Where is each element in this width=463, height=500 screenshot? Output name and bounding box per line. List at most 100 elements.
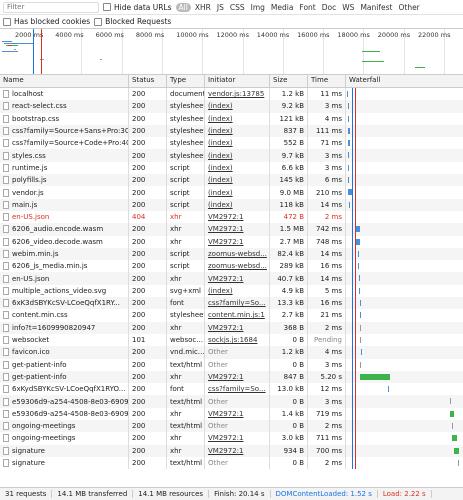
table-row[interactable]: 6206_js_media.min.js 200 script zoomus-webs…: [0, 260, 463, 273]
table-row[interactable]: bootstrap.css 200 stylesheet (index) 121 kB 4…: [0, 112, 463, 125]
table-row[interactable]: get-patient-info 200 xhr VM2972:1 847 B 5.20 …: [0, 370, 463, 384]
request-initiator[interactable]: VM2972:1: [205, 407, 270, 421]
type-filter-other[interactable]: Other: [398, 2, 420, 12]
request-initiator[interactable]: VM2972:1: [205, 432, 270, 445]
request-name[interactable]: localhost: [0, 88, 129, 101]
request-name[interactable]: info?t=1609990820947: [0, 321, 129, 334]
table-row[interactable]: webim.min.js 200 script zoomus-websd... 82.4…: [0, 247, 463, 261]
request-initiator[interactable]: vendor.js:13785: [205, 88, 270, 101]
request-name[interactable]: vendor.js: [0, 186, 129, 199]
col-type-header[interactable]: Type: [167, 75, 205, 87]
hide-data-urls-checkbox[interactable]: Hide data URLs: [103, 3, 172, 12]
request-initiator[interactable]: VM2972:1: [205, 444, 270, 457]
request-initiator[interactable]: VM2972:1: [205, 370, 270, 384]
request-initiator[interactable]: VM2972:1: [205, 210, 270, 224]
request-initiator[interactable]: zoomus-websd...: [205, 247, 270, 261]
request-initiator[interactable]: (index): [205, 174, 270, 187]
type-filter-all[interactable]: All: [175, 2, 191, 12]
request-initiator[interactable]: VM2972:1: [205, 321, 270, 334]
table-row[interactable]: polyfills.js 200 script (index) 145 kB 6 ms: [0, 174, 463, 187]
request-initiator[interactable]: VM2972:1: [205, 223, 270, 236]
request-name[interactable]: content.min.css: [0, 309, 129, 322]
col-waterfall-header[interactable]: Waterfall: [349, 76, 381, 84]
request-name[interactable]: get-patient-info: [0, 358, 129, 371]
table-row[interactable]: 6xK3dSBYKcSV-LCoeQqfX1RY... 200 font css?fa…: [0, 297, 463, 310]
blocked-requests-checkbox[interactable]: Blocked Requests: [94, 17, 171, 26]
request-name[interactable]: favicon.ico: [0, 346, 129, 359]
request-name[interactable]: bootstrap.css: [0, 112, 129, 125]
request-initiator[interactable]: (index): [205, 100, 270, 113]
request-initiator[interactable]: (index): [205, 186, 270, 199]
request-name[interactable]: websocket: [0, 333, 129, 347]
type-filter-font[interactable]: Font: [299, 2, 316, 12]
type-filter-js[interactable]: JS: [216, 2, 224, 12]
request-name[interactable]: e59306d9-a254-4508-8e03-6909...: [0, 407, 129, 421]
table-row[interactable]: styles.css 200 stylesheet (index) 9.7 kB 3 ms: [0, 149, 463, 162]
filter-input[interactable]: [3, 1, 99, 13]
table-row[interactable]: e59306d9-a254-4508-8e03-6909... 200 text/h…: [0, 395, 463, 408]
type-filter-media[interactable]: Media: [270, 2, 294, 12]
table-row[interactable]: websocket 101 websoc... sockjs.js:1684 0 B Pe…: [0, 333, 463, 347]
table-row[interactable]: ongoing-meetings 200 xhr VM2972:1 3.0 kB 711 …: [0, 432, 463, 445]
request-name[interactable]: 6206_video.decode.wasm: [0, 235, 129, 248]
table-row[interactable]: 6xKydSBYKcSV-LCoeQqfX1RYO... 200 font css?f…: [0, 383, 463, 396]
request-initiator[interactable]: (index): [205, 124, 270, 138]
type-filter-doc[interactable]: Doc: [321, 2, 337, 12]
has-blocked-cookies-checkbox[interactable]: Has blocked cookies: [3, 17, 90, 26]
request-name[interactable]: css?family=Source+Sans+Pro:30...: [0, 124, 129, 138]
request-name[interactable]: 6xKydSBYKcSV-LCoeQqfX1RYO...: [0, 383, 129, 396]
request-name[interactable]: 6206_audio.encode.wasm: [0, 223, 129, 236]
table-row[interactable]: signature 200 xhr VM2972:1 934 B 700 ms: [0, 444, 463, 457]
table-row[interactable]: favicon.ico 200 vnd.mic... Other 1.2 kB 4 ms: [0, 346, 463, 359]
type-filter-ws[interactable]: WS: [342, 2, 355, 12]
request-initiator[interactable]: sockjs.js:1684: [205, 333, 270, 347]
type-filter-img[interactable]: Img: [250, 2, 265, 12]
request-initiator[interactable]: (index): [205, 137, 270, 150]
table-row[interactable]: vendor.js 200 script (index) 9.0 MB 210 ms: [0, 186, 463, 199]
request-name[interactable]: styles.css: [0, 149, 129, 162]
request-name[interactable]: multiple_actions_video.svg: [0, 284, 129, 298]
table-row[interactable]: content.min.css 200 stylesheet content.min.…: [0, 309, 463, 322]
type-filter-xhr[interactable]: XHR: [194, 2, 211, 12]
type-filter-manifest[interactable]: Manifest: [360, 2, 393, 12]
request-initiator[interactable]: (index): [205, 198, 270, 211]
request-name[interactable]: main.js: [0, 198, 129, 211]
request-name[interactable]: en-US.json: [0, 210, 129, 224]
request-name[interactable]: polyfills.js: [0, 174, 129, 187]
request-name[interactable]: ongoing-meetings: [0, 432, 129, 445]
request-initiator[interactable]: (index): [205, 161, 270, 175]
request-initiator[interactable]: (index): [205, 284, 270, 298]
col-size-header[interactable]: Size: [270, 75, 308, 87]
request-initiator[interactable]: (index): [205, 112, 270, 125]
col-status-header[interactable]: Status: [129, 75, 167, 87]
table-row[interactable]: e59306d9-a254-4508-8e03-6909... 200 xhr VM2…: [0, 407, 463, 421]
request-name[interactable]: css?family=Source+Code+Pro:400: [0, 137, 129, 150]
request-name[interactable]: ongoing-meetings: [0, 420, 129, 433]
request-name[interactable]: signature: [0, 456, 129, 470]
request-name[interactable]: react-select.css: [0, 100, 129, 113]
table-row[interactable]: multiple_actions_video.svg 200 svg+xml (ind…: [0, 284, 463, 298]
col-time-header[interactable]: Time: [308, 75, 346, 87]
request-name[interactable]: runtime.js: [0, 161, 129, 175]
table-row[interactable]: css?family=Source+Code+Pro:400 200 stylesh…: [0, 137, 463, 150]
table-row[interactable]: react-select.css 200 stylesheet (index) 9.2 …: [0, 100, 463, 113]
request-initiator[interactable]: zoomus-websd...: [205, 260, 270, 273]
table-row[interactable]: runtime.js 200 script (index) 6.6 kB 3 ms: [0, 161, 463, 175]
request-name[interactable]: 6xK3dSBYKcSV-LCoeQqfX1RY...: [0, 297, 129, 310]
request-initiator[interactable]: (index): [205, 149, 270, 162]
col-initiator-header[interactable]: Initiator: [205, 75, 270, 87]
request-name[interactable]: get-patient-info: [0, 370, 129, 384]
request-initiator[interactable]: VM2972:1: [205, 272, 270, 285]
table-row[interactable]: en-US.json 200 xhr VM2972:1 40.7 kB 14 ms: [0, 272, 463, 285]
col-name-header[interactable]: Name: [0, 75, 129, 87]
timeline-overview[interactable]: 2000 ms 4000 ms 6000 ms 8000 ms 10000 ms 1200…: [0, 29, 463, 75]
table-row[interactable]: localhost 200 document vendor.js:13785 1.2 k…: [0, 88, 463, 101]
table-row[interactable]: css?family=Source+Sans+Pro:30... 200 style…: [0, 124, 463, 138]
request-name[interactable]: webim.min.js: [0, 247, 129, 261]
table-row[interactable]: main.js 200 script (index) 118 kB 14 ms: [0, 198, 463, 211]
